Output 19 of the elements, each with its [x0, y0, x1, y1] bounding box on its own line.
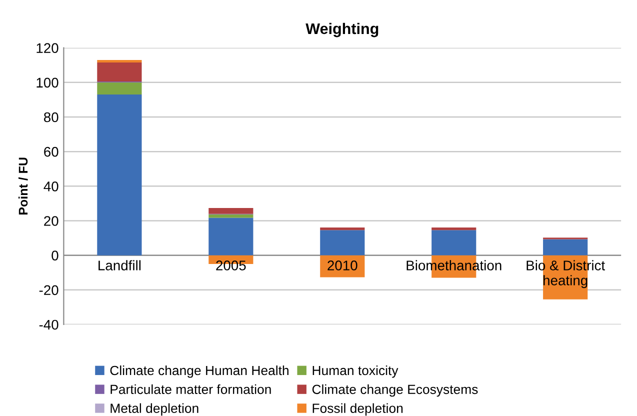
legend-label: Particulate matter formation [110, 384, 271, 394]
legend-label: Fossil depletion [312, 403, 403, 416]
y-tick-label: 120 [36, 43, 58, 54]
legend-label: Metal depletion [110, 403, 198, 416]
y-tick-label: -20 [39, 285, 58, 296]
x-tick-label: 2010 [328, 260, 358, 270]
y-tick-label: 60 [44, 146, 58, 157]
x-tick-label: Landfill [98, 260, 141, 270]
y-tick-label: 40 [44, 181, 58, 192]
legend-label: Climate change Human Health [110, 365, 288, 378]
legend-label: Human toxicity [312, 365, 398, 378]
y-axis-title: Point / FU [18, 158, 28, 214]
y-tick-label: -40 [39, 320, 58, 330]
legend-label: Climate change Ecosystems [312, 384, 478, 397]
y-tick-label: 100 [36, 78, 58, 88]
y-tick-label: 0 [52, 250, 58, 260]
chart-title: Weighting [306, 22, 378, 38]
y-tick-label: 80 [44, 112, 58, 122]
y-tick-label: 20 [44, 216, 58, 226]
